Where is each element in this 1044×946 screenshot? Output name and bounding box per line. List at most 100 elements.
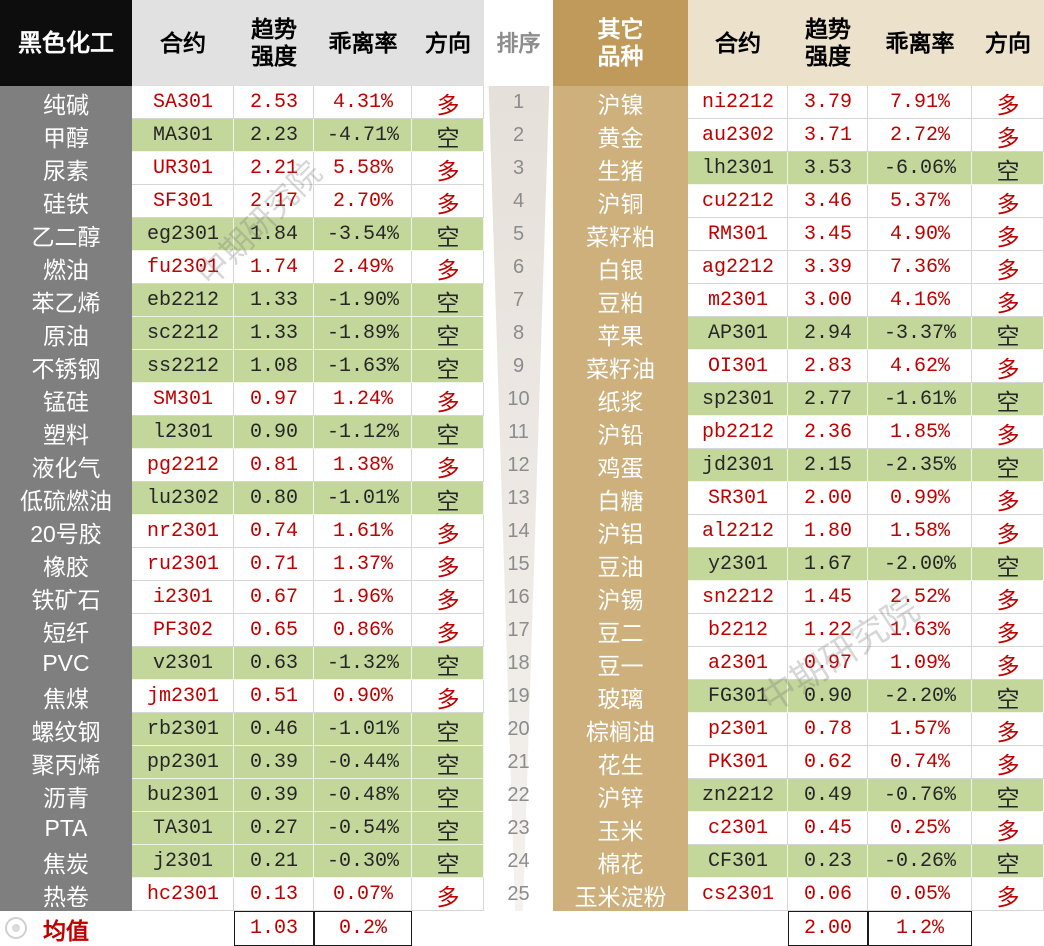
left-contract: bu2301 [132, 779, 234, 812]
right-trend-strength: 3.71 [788, 119, 868, 152]
left-deviation: 0.07% [314, 878, 412, 911]
right-contract: AP301 [688, 317, 788, 350]
right-direction: 多 [972, 746, 1044, 779]
left-strength-header: 趋势强度 [234, 0, 314, 86]
rank-number: 18 [507, 652, 530, 674]
right-trend-strength: 1.80 [788, 515, 868, 548]
right-product-name: 豆粕 [553, 284, 688, 317]
left-product-name: 螺纹钢 [0, 713, 132, 746]
right-trend-strength: 2.94 [788, 317, 868, 350]
left-direction: 多 [412, 680, 484, 713]
left-deviation: -0.30% [314, 845, 412, 878]
left-contract: pg2212 [132, 449, 234, 482]
right-product-name: 沪铜 [553, 185, 688, 218]
right-trend-strength: 3.46 [788, 185, 868, 218]
rank-number: 25 [507, 883, 530, 905]
rank-number: 2 [512, 124, 525, 146]
right-contract: c2301 [688, 812, 788, 845]
right-deviation: 1.57% [868, 713, 972, 746]
rank-number: 1 [512, 91, 525, 113]
rank-number: 4 [512, 190, 525, 212]
right-trend-strength: 3.53 [788, 152, 868, 185]
left-direction: 空 [412, 845, 484, 878]
left-contract: PF302 [132, 614, 234, 647]
left-direction: 多 [412, 449, 484, 482]
left-product-name: 甲醇 [0, 119, 132, 152]
left-trend-strength: 0.27 [234, 812, 314, 845]
right-contract: a2301 [688, 647, 788, 680]
right-deviation: 0.25% [868, 812, 972, 845]
left-deviation: 1.61% [314, 515, 412, 548]
left-direction: 多 [412, 614, 484, 647]
right-trend-strength: 1.22 [788, 614, 868, 647]
right-trend-strength: 2.83 [788, 350, 868, 383]
right-direction: 多 [972, 416, 1044, 449]
left-trend-strength: 0.13 [234, 878, 314, 911]
right-contract: RM301 [688, 218, 788, 251]
left-deviation: 2.70% [314, 185, 412, 218]
right-deviation-header: 乖离率 [868, 0, 972, 86]
right-direction: 多 [972, 581, 1044, 614]
right-contract: ni2212 [688, 86, 788, 119]
left-deviation: -1.63% [314, 350, 412, 383]
left-contract: UR301 [132, 152, 234, 185]
left-product-name: 液化气 [0, 449, 132, 482]
left-trend-strength: 0.51 [234, 680, 314, 713]
right-contract: m2301 [688, 284, 788, 317]
left-deviation-header: 乖离率 [314, 0, 412, 86]
left-trend-strength: 0.39 [234, 746, 314, 779]
right-product-name: 沪铅 [553, 416, 688, 449]
right-contract: OI301 [688, 350, 788, 383]
right-trend-strength: 3.00 [788, 284, 868, 317]
right-trend-strength: 1.67 [788, 548, 868, 581]
left-deviation: -1.12% [314, 416, 412, 449]
rank-header: 排序 [484, 0, 553, 86]
right-product-name: 白糖 [553, 482, 688, 515]
right-product-name: 棉花 [553, 845, 688, 878]
left-contract: eb2212 [132, 284, 234, 317]
right-product-name: 玻璃 [553, 680, 688, 713]
left-deviation: -1.01% [314, 713, 412, 746]
left-trend-strength: 0.81 [234, 449, 314, 482]
left-direction: 空 [412, 284, 484, 317]
left-product-name: 不锈钢 [0, 350, 132, 383]
right-direction: 多 [972, 218, 1044, 251]
right-trend-strength: 1.45 [788, 581, 868, 614]
rank-number: 22 [507, 784, 530, 806]
right-trend-strength: 2.00 [788, 482, 868, 515]
rank-number: 23 [507, 817, 530, 839]
right-contract: SR301 [688, 482, 788, 515]
left-product-name: 燃油 [0, 251, 132, 284]
left-product-name: 橡胶 [0, 548, 132, 581]
left-product-name: 尿素 [0, 152, 132, 185]
right-trend-strength: 2.77 [788, 383, 868, 416]
left-direction: 多 [412, 185, 484, 218]
left-trend-strength: 1.74 [234, 251, 314, 284]
left-deviation: -1.90% [314, 284, 412, 317]
rank-number: 9 [512, 355, 525, 377]
left-mean-strength: 1.03 [234, 911, 314, 946]
rank-number: 24 [507, 850, 530, 872]
right-deviation: 0.74% [868, 746, 972, 779]
right-deviation: -1.61% [868, 383, 972, 416]
left-trend-strength: 0.71 [234, 548, 314, 581]
right-mean-strength: 2.00 [788, 911, 868, 946]
right-direction: 多 [972, 515, 1044, 548]
rank-number: 15 [507, 553, 530, 575]
rank-number: 19 [507, 685, 530, 707]
left-direction: 空 [412, 647, 484, 680]
left-product-name: PTA [0, 812, 132, 845]
right-product-name: 菜籽油 [553, 350, 688, 383]
right-trend-strength: 2.36 [788, 416, 868, 449]
left-trend-strength: 2.53 [234, 86, 314, 119]
left-contract: SA301 [132, 86, 234, 119]
left-deviation: 0.86% [314, 614, 412, 647]
left-product-name: 焦炭 [0, 845, 132, 878]
left-trend-strength: 0.63 [234, 647, 314, 680]
right-trend-strength: 2.15 [788, 449, 868, 482]
footer-empty-cell [412, 911, 484, 946]
right-product-name: 沪镍 [553, 86, 688, 119]
left-deviation: -1.01% [314, 482, 412, 515]
right-product-name: 苹果 [553, 317, 688, 350]
